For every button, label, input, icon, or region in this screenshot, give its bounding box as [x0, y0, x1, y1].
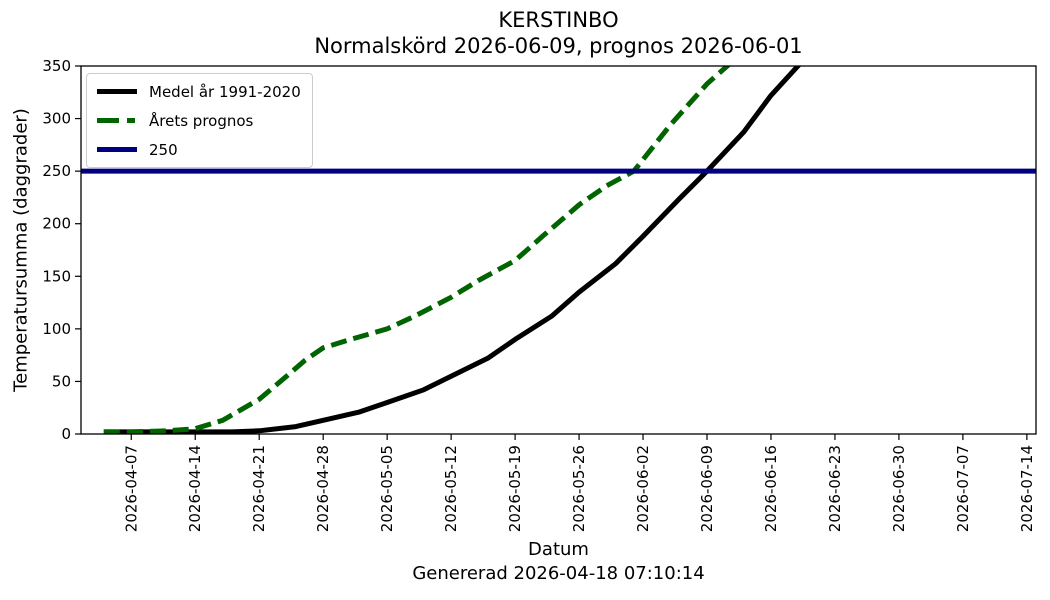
legend-line-sample-prognos: [97, 118, 137, 123]
legend: Medel år 1991-2020 Årets prognos 250: [86, 73, 313, 168]
x-tick-label: 2026-06-02: [634, 445, 652, 532]
chart-title-line2: Normalskörd 2026-06-09, prognos 2026-06-…: [314, 34, 803, 58]
x-tick-label: 2026-04-21: [250, 445, 268, 532]
y-tick-label: 100: [42, 320, 71, 338]
x-tick-label: 2026-06-30: [890, 445, 908, 532]
legend-item-prognos: Årets prognos: [97, 106, 302, 135]
y-tick-label: 50: [52, 372, 71, 390]
legend-line-sample-threshold: [97, 147, 137, 152]
legend-item-threshold: 250: [97, 135, 302, 164]
legend-label-medel: Medel år 1991-2020: [149, 82, 301, 101]
y-tick-label: 250: [42, 162, 71, 180]
legend-line-sample-medel: [97, 89, 137, 94]
legend-item-medel: Medel år 1991-2020: [97, 77, 302, 106]
x-tick-label: 2026-06-23: [826, 445, 844, 532]
x-tick-label: 2026-04-14: [186, 445, 204, 532]
x-tick-label: 2026-04-28: [314, 445, 332, 532]
x-tick-label: 2026-05-19: [506, 445, 524, 532]
x-tick-label: 2026-05-05: [378, 445, 396, 532]
y-tick-label: 200: [42, 215, 71, 233]
y-tick-label: 350: [42, 57, 71, 75]
x-axis-label: Datum: [528, 539, 589, 560]
x-tick-label: 2026-04-07: [122, 445, 140, 532]
x-tick-label: 2026-05-12: [442, 445, 460, 532]
x-tick-label: 2026-06-09: [698, 445, 716, 532]
series-medel-line: [103, 66, 802, 435]
series-prognos-line: [103, 66, 732, 435]
x-tick-label: 2026-06-16: [762, 445, 780, 532]
chart-title-line1: KERSTINBO: [498, 8, 619, 32]
generated-timestamp: Genererad 2026-04-18 07:10:14: [412, 563, 705, 584]
y-axis-label: Temperatursumma (daggrader): [10, 108, 32, 392]
y-tick-label: 150: [42, 267, 71, 285]
y-tick-label: 0: [61, 425, 71, 443]
x-tick-label: 2026-07-14: [1018, 445, 1036, 532]
plot-frame: [80, 65, 1037, 435]
x-tick-label: 2026-07-07: [954, 445, 972, 532]
x-tick-label: 2026-05-26: [570, 445, 588, 532]
legend-label-threshold: 250: [149, 140, 178, 159]
y-tick-label: 300: [42, 110, 71, 128]
legend-label-prognos: Årets prognos: [149, 111, 254, 130]
